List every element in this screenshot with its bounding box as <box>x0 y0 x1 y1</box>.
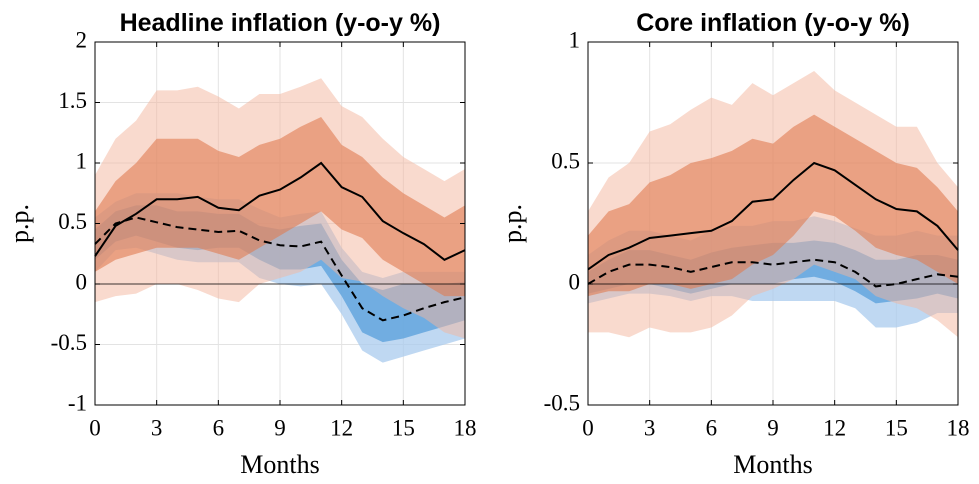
y-tick-label: 0 <box>569 269 581 294</box>
x-tick-label: 3 <box>644 415 656 440</box>
y-tick-label: 0 <box>76 269 88 294</box>
x-tick-label: 15 <box>392 415 415 440</box>
line <box>94 216 466 322</box>
x-tick-label: 15 <box>885 415 908 440</box>
line <box>587 161 959 271</box>
y-axis-label: p.p. <box>5 204 34 243</box>
y-tick-label: 0.5 <box>58 209 87 234</box>
x-tick-label: 18 <box>947 415 970 440</box>
y-tick-label: -0.5 <box>51 330 87 355</box>
y-tick-label: 2 <box>76 27 88 52</box>
x-tick-label: 9 <box>274 415 286 440</box>
x-tick-label: 0 <box>582 415 594 440</box>
confidence-band <box>588 114 958 297</box>
x-tick-label: 9 <box>767 415 779 440</box>
y-axis-label: p.p. <box>498 204 527 243</box>
x-axis-label: Months <box>240 450 319 479</box>
chart-title: Core inflation (y-o-y %) <box>636 9 910 37</box>
x-tick-label: 0 <box>89 415 101 440</box>
y-tick-label: 1 <box>569 27 581 52</box>
x-tick-label: 6 <box>706 415 718 440</box>
line <box>587 258 959 288</box>
x-tick-label: 18 <box>454 415 477 440</box>
confidence-band <box>95 117 465 297</box>
x-tick-label: 12 <box>330 415 353 440</box>
y-tick-label: -0.5 <box>544 390 580 415</box>
y-tick-label: 0.5 <box>551 148 580 173</box>
y-tick-label: -1 <box>68 390 87 415</box>
chart-title: Headline inflation (y-o-y %) <box>120 9 441 37</box>
x-tick-label: 6 <box>213 415 225 440</box>
y-tick-label: 1 <box>76 148 88 173</box>
line <box>94 161 466 261</box>
x-tick-label: 12 <box>823 415 846 440</box>
x-tick-label: 3 <box>151 415 163 440</box>
y-tick-label: 1.5 <box>58 88 87 113</box>
x-axis-label: Months <box>733 450 812 479</box>
